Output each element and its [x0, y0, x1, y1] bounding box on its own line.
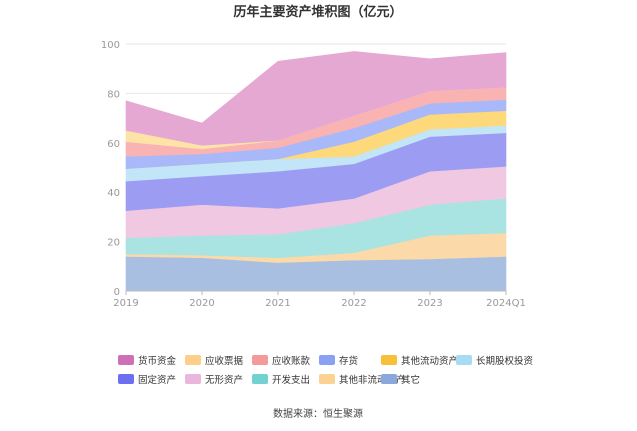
data-source-note: 数据来源：恒生聚源: [273, 407, 363, 420]
y-tick-label: 60: [107, 139, 120, 150]
legend-swatch: [381, 355, 397, 365]
x-tick-label: 2020: [189, 298, 214, 309]
x-tick-label: 2022: [341, 298, 366, 309]
legend-swatch: [456, 355, 472, 365]
x-tick-label: 2021: [265, 298, 290, 309]
legend-item[interactable]: 长期股权投资: [456, 355, 534, 367]
legend-swatch: [319, 374, 335, 384]
y-tick-label: 0: [114, 287, 120, 298]
legend-swatch: [118, 374, 134, 384]
legend-label: 应收票据: [205, 355, 244, 367]
legend-label: 无形资产: [205, 374, 243, 386]
legend-item[interactable]: 应收账款: [252, 355, 311, 367]
legend-swatch: [185, 374, 201, 384]
y-tick-label: 20: [107, 238, 120, 249]
legend-item[interactable]: 货币资金: [118, 355, 177, 367]
legend-label: 应收账款: [272, 355, 311, 367]
chart-title: 历年主要资产堆积图（亿元）: [233, 4, 402, 20]
axes: 0 20 40 60 80 100 2019 2020 2021 2022 2023 2024Q1: [101, 40, 526, 309]
area-series-group: [125, 51, 507, 292]
legend-item[interactable]: 其它: [381, 374, 420, 386]
legend-label: 长期股权投资: [476, 355, 534, 367]
legend-swatch: [118, 355, 134, 365]
area-series: [125, 51, 507, 146]
legend-label: 其它: [401, 374, 420, 386]
legend-swatch: [185, 355, 201, 365]
legend-label: 固定资产: [138, 374, 176, 386]
y-tick-label: 80: [107, 89, 120, 100]
legend-label: 其他流动资产: [401, 355, 458, 367]
legend-item[interactable]: 存货: [319, 355, 358, 367]
legend-swatch: [252, 374, 268, 384]
legend-item[interactable]: 应收票据: [185, 355, 244, 367]
x-tick-label: 2023: [417, 298, 442, 309]
y-tick-label: 40: [107, 188, 120, 199]
legend-label: 开发支出: [272, 374, 310, 386]
x-tick-label: 2024Q1: [486, 298, 526, 309]
legend-item[interactable]: 无形资产: [185, 374, 243, 386]
y-tick-label: 100: [101, 40, 120, 51]
legend-swatch: [319, 355, 335, 365]
x-tick-label: 2019: [113, 298, 138, 309]
legend-swatch: [252, 355, 268, 365]
legend-item[interactable]: 其他流动资产: [381, 355, 458, 367]
legend-item[interactable]: 固定资产: [118, 374, 176, 386]
legend-label: 货币资金: [138, 355, 177, 367]
legend-item[interactable]: 开发支出: [252, 374, 310, 386]
legend-swatch: [381, 374, 397, 384]
legend-label: 存货: [339, 355, 358, 367]
